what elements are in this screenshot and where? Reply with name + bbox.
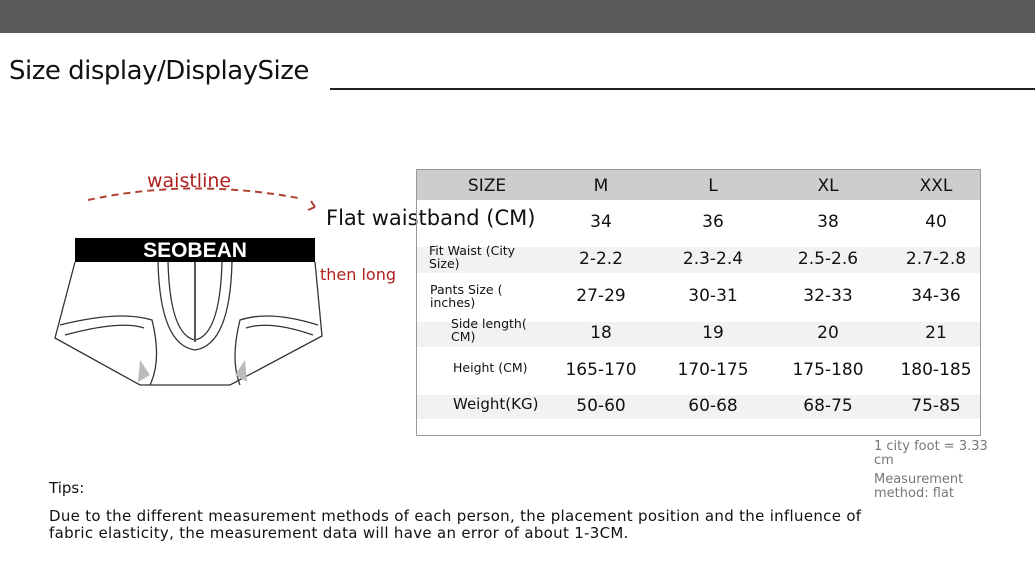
cell: 32-33 (803, 286, 853, 306)
cell: 180-185 (900, 360, 972, 380)
table-row: Pants Size ( inches) 27-29 30-31 32-33 3… (417, 282, 980, 312)
cell: 27-29 (576, 286, 626, 306)
waist-arrow (87, 187, 299, 201)
cell: 20 (817, 323, 839, 343)
cell: 34-36 (911, 286, 961, 306)
flat-waistband-label: Flat waistband (CM) (326, 206, 536, 230)
waistline-label: waistline (147, 170, 232, 192)
table-row: Fit Waist (City Size) 2-2.2 2.3-2.4 2.5-… (417, 243, 980, 273)
row-label: Pants Size ( inches) (430, 282, 503, 310)
city-foot-note: 1 city foot = 3.33 cm (874, 439, 988, 468)
cell: 38 (817, 212, 839, 232)
cell: 60-68 (688, 396, 738, 416)
title-underline (330, 88, 1035, 90)
header-xl: XL (817, 176, 839, 196)
tips-line-2: fabric elasticity, the measurement data … (49, 524, 629, 542)
header-size: SIZE (467, 176, 507, 196)
cell: 68-75 (803, 396, 853, 416)
cell: 2-2.2 (579, 249, 623, 269)
cell: 2.7-2.8 (905, 249, 967, 269)
cell: 36 (702, 212, 724, 232)
size-table: SIZE M L XL XXL 34 36 38 40 Fit Waist (C… (416, 169, 981, 436)
cell: 175-180 (792, 360, 864, 380)
cell: 2.5-2.6 (797, 249, 859, 269)
cell: 50-60 (576, 396, 626, 416)
cell: 18 (590, 323, 612, 343)
method-note: Measurement method: flat (874, 472, 964, 501)
cell: 30-31 (688, 286, 738, 306)
table-row: Weight(KG) 50-60 60-68 68-75 75-85 (417, 395, 980, 419)
cell: 19 (702, 323, 724, 343)
tips-heading: Tips: (49, 479, 85, 497)
cell: 2.3-2.4 (682, 249, 744, 269)
row-label: Height (CM) (453, 360, 528, 375)
cell: 75-85 (911, 396, 961, 416)
page-title: Size display/DisplaySize (9, 56, 309, 86)
row-label: Side length( CM) (451, 316, 527, 344)
table-row: Height (CM) 165-170 170-175 175-180 180-… (417, 356, 980, 386)
waistband (75, 238, 315, 262)
tips-line-1: Due to the different measurement methods… (49, 507, 862, 525)
header-m: M (593, 176, 609, 196)
then-long-label: then long (320, 265, 397, 284)
table-row: 34 36 38 40 (417, 204, 980, 241)
header-xxl: XXL (919, 176, 953, 196)
table-row: Side length( CM) 18 19 20 21 (417, 317, 980, 347)
table-header: SIZE M L XL XXL (417, 170, 980, 200)
cell: 34 (590, 212, 612, 232)
cell: 40 (925, 212, 947, 232)
top-bar (0, 0, 1035, 33)
brand-logo: SEOBEAN (143, 239, 247, 262)
cell: 165-170 (565, 360, 637, 380)
cell: 21 (925, 323, 947, 343)
header-l: L (708, 176, 718, 196)
underwear-diagram: SEOBEAN (54, 187, 323, 386)
row-label: Fit Waist (City Size) (429, 243, 516, 271)
row-label: Weight(KG) (453, 395, 539, 413)
cell: 170-175 (677, 360, 749, 380)
